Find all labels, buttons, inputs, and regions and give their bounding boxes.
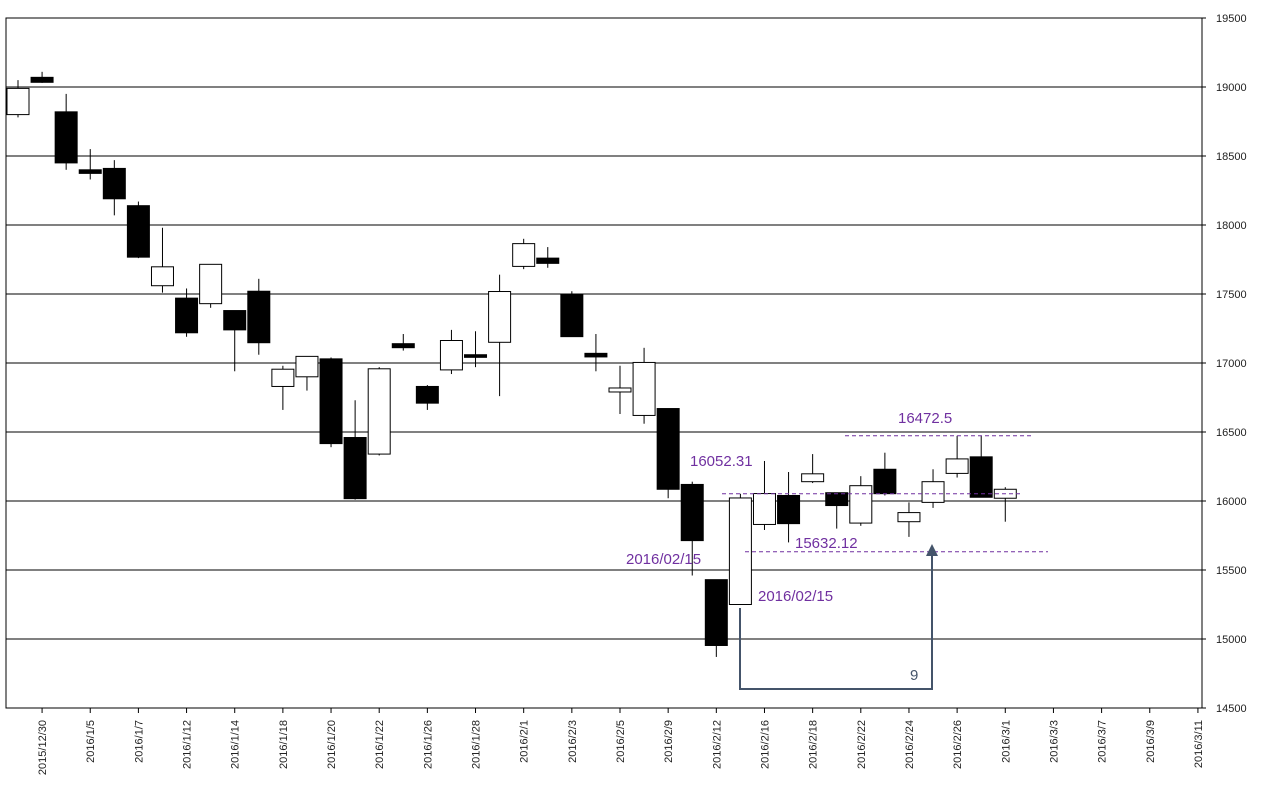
x-tick-label: 2016/2/24 bbox=[904, 720, 916, 769]
candle-body bbox=[777, 494, 801, 525]
candle-body bbox=[680, 483, 704, 542]
x-tick-label: 2016/2/22 bbox=[856, 720, 868, 769]
grid-lines bbox=[5, 17, 1203, 709]
count-arrowhead bbox=[926, 544, 938, 556]
x-tick-label: 2015/12/30 bbox=[37, 720, 49, 775]
y-tick-label: 18500 bbox=[1216, 151, 1247, 163]
candle-body bbox=[126, 205, 150, 258]
candle-body bbox=[704, 579, 728, 646]
candle-body bbox=[30, 76, 54, 83]
candle-body bbox=[728, 497, 752, 605]
candle-body bbox=[271, 368, 295, 387]
y-tick-label: 14500 bbox=[1216, 703, 1247, 715]
y-tick-label: 15000 bbox=[1216, 634, 1247, 646]
x-tick-label: 2016/3/9 bbox=[1145, 720, 1157, 763]
candle-body bbox=[343, 437, 367, 500]
x-tick-label: 2016/1/5 bbox=[85, 720, 97, 763]
candle-body bbox=[536, 257, 560, 264]
x-tick-label: 2016/2/3 bbox=[567, 720, 579, 763]
candle-body bbox=[6, 87, 30, 116]
x-tick-label: 2016/2/9 bbox=[663, 720, 675, 763]
date-label-right: 2016/02/15 bbox=[758, 588, 833, 605]
candle-body bbox=[897, 512, 921, 523]
y-tick-label: 16500 bbox=[1216, 427, 1247, 439]
annotations: 16472.5 16052.31 15632.12 2016/02/15 201… bbox=[626, 410, 1048, 690]
candle-body bbox=[656, 408, 680, 490]
midline-label: 16052.31 bbox=[690, 453, 753, 470]
candle-body bbox=[801, 473, 825, 483]
candle-body bbox=[945, 458, 969, 474]
x-tick-label: 2016/1/22 bbox=[374, 720, 386, 769]
candle-body bbox=[608, 387, 632, 393]
candle-body bbox=[512, 243, 536, 267]
candle-body bbox=[849, 485, 873, 524]
x-tick-label: 2016/3/7 bbox=[1097, 720, 1109, 763]
x-tick-label: 2016/3/1 bbox=[1000, 720, 1012, 763]
candle-body bbox=[150, 266, 174, 287]
candle-body bbox=[632, 361, 656, 416]
day-count-label: 9 bbox=[910, 667, 918, 684]
candle-body bbox=[584, 352, 608, 358]
x-tick-label: 2016/2/1 bbox=[519, 720, 531, 763]
candle-body bbox=[752, 493, 776, 525]
candle-body bbox=[367, 368, 391, 455]
candle-body bbox=[295, 355, 319, 378]
x-tick-label: 2016/2/16 bbox=[759, 720, 771, 769]
x-tick-label: 2016/2/12 bbox=[711, 720, 723, 769]
x-axis-ticks: 2015/12/30 2016/1/5 2016/1/7 2016/1/12 2016/… bbox=[37, 708, 1205, 775]
y-tick-label: 19500 bbox=[1216, 13, 1247, 25]
x-tick-label: 2016/3/3 bbox=[1048, 720, 1060, 763]
candle-body bbox=[825, 492, 849, 507]
candle-body bbox=[319, 358, 343, 445]
candle-body bbox=[415, 385, 439, 404]
candle-body bbox=[78, 169, 102, 174]
candle-body bbox=[391, 343, 415, 349]
candle-body bbox=[199, 263, 223, 305]
candle-body bbox=[223, 310, 247, 331]
candle-body bbox=[54, 111, 78, 164]
candle-body bbox=[560, 293, 584, 338]
x-tick-label: 2016/1/14 bbox=[230, 720, 242, 769]
candle-body bbox=[873, 468, 897, 495]
x-tick-label: 2016/2/18 bbox=[808, 720, 820, 769]
candle-body bbox=[464, 354, 488, 358]
y-axis-ticks: 14500 15000 15500 16000 16500 17000 17500 18000… bbox=[1202, 13, 1247, 715]
y-tick-label: 17000 bbox=[1216, 358, 1247, 370]
x-tick-label: 2016/2/26 bbox=[952, 720, 964, 769]
x-tick-label: 2016/2/5 bbox=[615, 720, 627, 763]
x-tick-label: 2016/1/12 bbox=[182, 720, 194, 769]
count-connector bbox=[739, 556, 933, 690]
support-label: 15632.12 bbox=[795, 535, 858, 552]
candle-body bbox=[488, 291, 512, 343]
y-tick-label: 18000 bbox=[1216, 220, 1247, 232]
x-tick-label: 2016/3/11 bbox=[1193, 720, 1205, 768]
candle-body bbox=[969, 456, 993, 498]
candle-body bbox=[247, 290, 271, 344]
candle-body bbox=[102, 167, 126, 200]
x-tick-label: 2016/1/20 bbox=[326, 720, 338, 769]
candle-body bbox=[921, 481, 945, 503]
date-label-left: 2016/02/15 bbox=[626, 551, 701, 568]
y-tick-label: 17500 bbox=[1216, 289, 1247, 301]
candle-body bbox=[175, 297, 199, 334]
x-tick-label: 2016/1/18 bbox=[278, 720, 290, 769]
candle-body bbox=[439, 340, 463, 371]
resistance-label: 16472.5 bbox=[898, 410, 952, 427]
x-tick-label: 2016/1/7 bbox=[133, 720, 145, 763]
x-tick-label: 2016/1/26 bbox=[422, 720, 434, 769]
y-tick-label: 15500 bbox=[1216, 565, 1247, 577]
y-tick-label: 19000 bbox=[1216, 82, 1247, 94]
y-tick-label: 16000 bbox=[1216, 496, 1247, 508]
x-tick-label: 2016/1/28 bbox=[471, 720, 483, 769]
candles bbox=[6, 71, 1017, 657]
